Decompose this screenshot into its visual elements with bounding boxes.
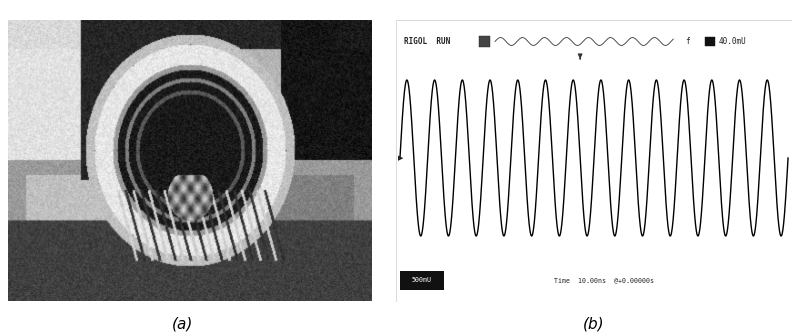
Text: (b): (b): [582, 317, 605, 332]
Text: Time  10.00ns  @+0.00000s: Time 10.00ns @+0.00000s: [554, 277, 654, 283]
Text: RIGOL  RUN: RIGOL RUN: [404, 37, 450, 46]
Bar: [400, 271, 443, 290]
Bar: [479, 36, 490, 47]
Text: f: f: [685, 37, 690, 46]
Bar: [705, 37, 714, 46]
Text: 40.0mU: 40.0mU: [718, 37, 746, 46]
Text: (a): (a): [172, 317, 193, 332]
Text: ▶: ▶: [398, 155, 403, 161]
Text: 500mU: 500mU: [412, 277, 432, 283]
